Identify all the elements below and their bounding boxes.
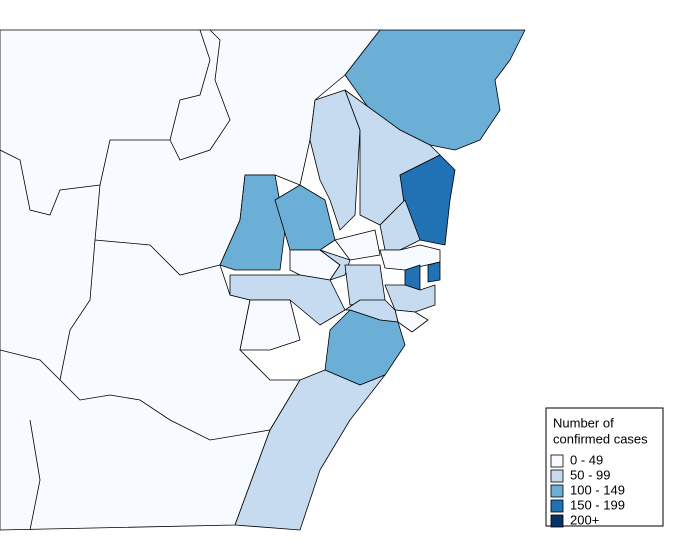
region <box>219 174 286 271</box>
legend-swatch <box>550 499 564 513</box>
region <box>344 29 526 151</box>
region <box>427 261 441 283</box>
legend-label: 0 - 49 <box>570 452 603 467</box>
region <box>319 249 351 281</box>
legend-title: Number of <box>553 415 614 430</box>
region <box>344 264 386 306</box>
region <box>239 299 301 351</box>
border <box>0 29 231 216</box>
legend-swatch <box>550 469 564 483</box>
border <box>94 184 221 276</box>
region <box>379 199 421 251</box>
legend-label: 150 - 199 <box>570 497 625 512</box>
legend-swatch <box>550 484 564 498</box>
legend-title: confirmed cases <box>553 431 648 446</box>
region <box>334 229 381 261</box>
region <box>324 309 406 386</box>
legend-label: 200+ <box>570 512 599 527</box>
region <box>234 369 386 531</box>
border <box>59 239 96 381</box>
region <box>379 244 441 271</box>
legend-swatch <box>550 454 564 468</box>
border <box>169 29 211 141</box>
border <box>0 349 271 441</box>
border <box>29 419 41 531</box>
legend-box <box>545 407 664 527</box>
legend-label: 50 - 99 <box>570 467 610 482</box>
legend-swatch <box>550 514 564 528</box>
legend-label: 100 - 149 <box>570 482 625 497</box>
regions <box>0 29 526 531</box>
